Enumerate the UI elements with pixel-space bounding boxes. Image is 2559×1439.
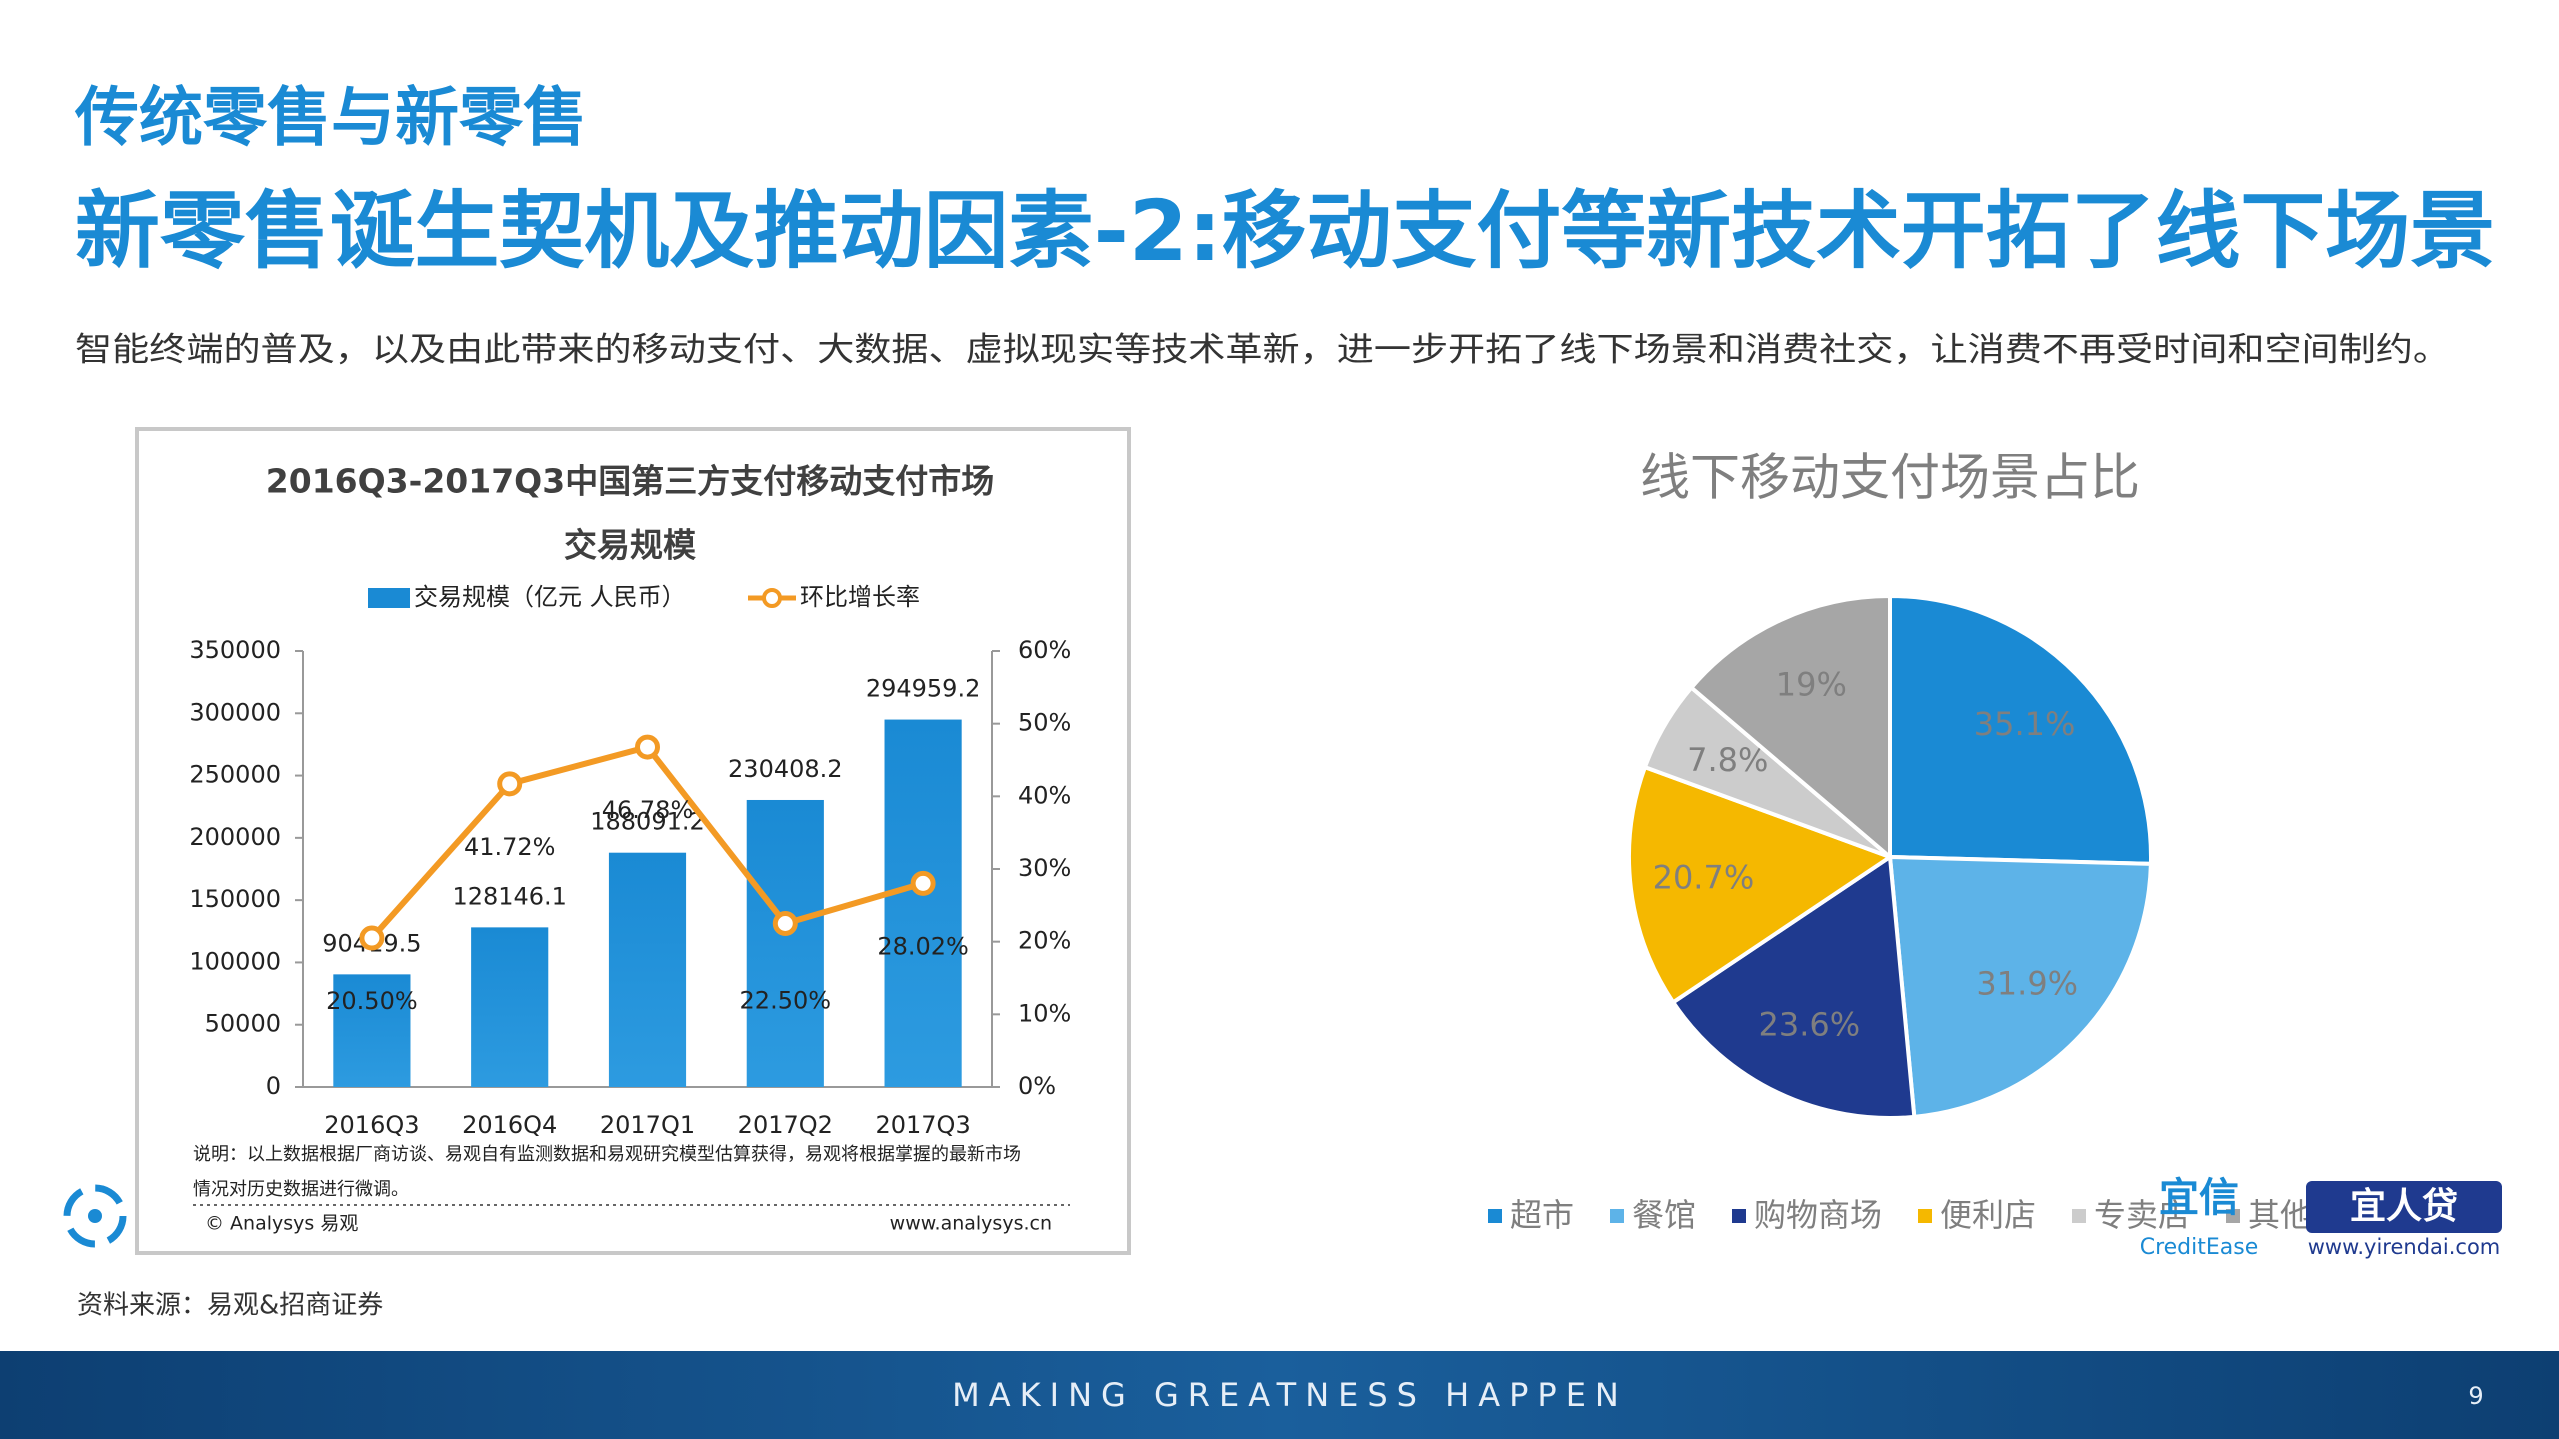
line-marker	[772, 911, 798, 936]
legend-label: 购物商场	[1754, 1196, 1882, 1234]
logo-text: 宜信	[2159, 1175, 2239, 1221]
bar-value-label: 128146.1	[452, 882, 567, 910]
y-tick-label: 150000	[189, 885, 281, 913]
slide-title: 新零售诞生契机及推动因素-2:移动支付等新技术开拓了线下场景	[75, 182, 2495, 280]
y-tick-label: 350000	[189, 636, 281, 664]
x-tick-label: 2017Q2	[738, 1111, 833, 1139]
x-tick-label: 2017Q3	[875, 1111, 970, 1139]
legend-swatch	[368, 588, 410, 608]
y-tick-label: 50000	[205, 1010, 281, 1038]
line-value-label: 20.50%	[326, 987, 418, 1015]
note: 情况对历史数据进行微调。	[193, 1179, 409, 1200]
legend-label: 专卖店	[2094, 1196, 2190, 1234]
bar	[746, 799, 824, 1087]
y-tick-label: 100000	[189, 947, 281, 975]
bar-value-label: 230408.2	[728, 755, 843, 783]
line-value-label: 28.02%	[877, 932, 969, 960]
y-tick-label: 200000	[189, 823, 281, 851]
line-marker	[497, 771, 523, 797]
logo-text: www.yirendai.com	[2308, 1235, 2501, 1259]
page-number: 9	[2468, 1382, 2483, 1410]
legend-label: 环比增长率	[800, 583, 920, 611]
x-tick-label: 2016Q3	[324, 1111, 419, 1139]
source: 资料来源：易观&招商证券	[77, 1291, 383, 1321]
logo-dot	[88, 1209, 102, 1223]
line-value-label: 46.78%	[602, 796, 694, 824]
pie-slice	[1887, 854, 2153, 1120]
credit: © Analysys 易观	[205, 1213, 358, 1235]
pie-slice	[1888, 593, 2153, 866]
legend-swatch	[1488, 1209, 1502, 1223]
legend-label: 交易规模（亿元 人民币）	[414, 583, 686, 611]
line-marker	[635, 734, 660, 760]
bar	[608, 852, 687, 1087]
y2-tick-label: 30%	[1018, 854, 1071, 882]
tagline: MAKING GREATNESS HAPPEN	[952, 1376, 1628, 1414]
y2-tick-label: 50%	[1018, 709, 1071, 737]
legend-swatch	[2072, 1209, 2086, 1223]
slice-label: 35.1%	[1974, 705, 2076, 743]
y2-tick-label: 20%	[1018, 927, 1071, 955]
chart-title: 2016Q3-2017Q3中国第三方支付移动支付市场	[266, 462, 994, 501]
line-marker	[359, 925, 385, 951]
pie-slice	[1627, 764, 1895, 1006]
x-tick-label: 2017Q1	[600, 1111, 695, 1139]
legend-label: 其他	[2248, 1196, 2312, 1234]
logo-text: 宜人贷	[2350, 1186, 2458, 1227]
slice-label: 31.9%	[1976, 964, 2078, 1002]
legend-label: 超市	[1510, 1196, 1574, 1234]
section-title: 传统零售与新零售	[74, 82, 587, 156]
slice-label: 20.7%	[1653, 858, 1755, 896]
chart-title: 线下移动支付场景占比	[1640, 449, 2140, 507]
y-tick-label: 250000	[189, 761, 281, 789]
logo-text: CreditEase	[2140, 1235, 2259, 1260]
url: www.analysys.cn	[890, 1213, 1052, 1235]
logo-mark	[63, 1184, 127, 1248]
x-tick-label: 2016Q4	[462, 1111, 557, 1139]
y2-tick-label: 40%	[1018, 781, 1071, 809]
line-marker	[910, 870, 936, 896]
pie-slice	[1688, 593, 1892, 862]
subtitle: 智能终端的普及，以及由此带来的移动支付、大数据、虚拟现实等技术革新，进一步开拓了…	[75, 330, 2450, 369]
logo-box	[2306, 1181, 2502, 1233]
legend-swatch	[1918, 1209, 1932, 1223]
legend-label: 便利店	[1940, 1196, 2036, 1234]
pie-slice	[1670, 853, 1917, 1120]
line-value-label: 22.50%	[740, 987, 832, 1015]
bar-value-label: 294959.2	[866, 675, 981, 703]
legend-swatch	[2226, 1209, 2240, 1223]
slice-label: 7.8%	[1687, 741, 1768, 779]
slice-label: 23.6%	[1759, 1006, 1861, 1044]
y2-tick-label: 60%	[1018, 636, 1071, 664]
y2-tick-label: 10%	[1018, 999, 1071, 1027]
bar	[884, 719, 962, 1087]
legend-swatch	[1610, 1209, 1624, 1223]
legend-label: 餐馆	[1632, 1196, 1696, 1234]
chart-title: 交易规模	[564, 526, 697, 565]
y-tick-label: 300000	[189, 698, 281, 726]
legend-swatch	[762, 588, 782, 608]
slice-label: 19%	[1776, 665, 1847, 703]
legend-swatch	[1732, 1209, 1746, 1223]
footer-band	[0, 1351, 2559, 1439]
line-value-label: 41.72%	[464, 833, 556, 861]
note: 说明：以上数据根据厂商访谈、易观自有监测数据和易观研究模型估算获得，易观将根据掌…	[193, 1144, 1021, 1165]
bar	[333, 974, 411, 1087]
bar	[471, 927, 549, 1087]
y2-tick-label: 0%	[1018, 1072, 1056, 1100]
bar-value-label: 188091.2	[590, 808, 705, 836]
y-tick-label: 0	[266, 1072, 281, 1100]
